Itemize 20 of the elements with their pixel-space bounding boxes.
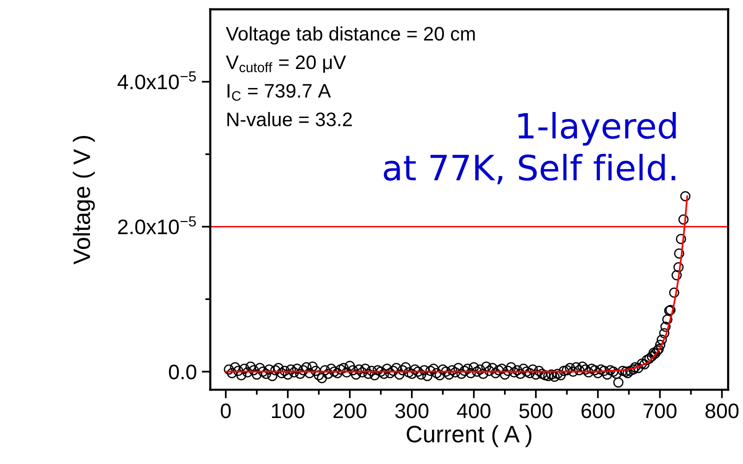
x-tick-label: 400 (456, 404, 490, 418)
x-tick-label: 700 (644, 404, 676, 418)
annotation: I$_{C}$ = 739.7 A (228, 84, 331, 101)
x-tick-label: 300 (395, 404, 428, 418)
y-axis-title: Voltage ( V ) (72, 136, 95, 264)
y-tick-label: 0.0 (168, 364, 196, 380)
x-tick-label: 800 (705, 404, 739, 418)
annotation: 1-layered (518, 112, 676, 146)
annotation: at 77K, Self field. (384, 154, 676, 184)
x-tick-label: 200 (333, 404, 366, 418)
x-axis-title: Current ( A ) (406, 425, 532, 448)
y-tick-label: 2.0x10$^{−5}$ (118, 216, 196, 234)
annotation: N-value = 33.2 (227, 112, 352, 126)
x-tick-label: 500 (519, 404, 552, 418)
x-tick-label: 600 (582, 404, 614, 418)
annotation: Voltage tab distance = 20 cm (226, 26, 475, 45)
x-tick-label: 0 (220, 404, 231, 418)
annotation: V$_{cutoff}$ = 20 μV (226, 55, 346, 73)
x-tick-label: 100 (272, 404, 304, 418)
y-tick-label: 4.0x10$^{−5}$ (118, 71, 196, 90)
